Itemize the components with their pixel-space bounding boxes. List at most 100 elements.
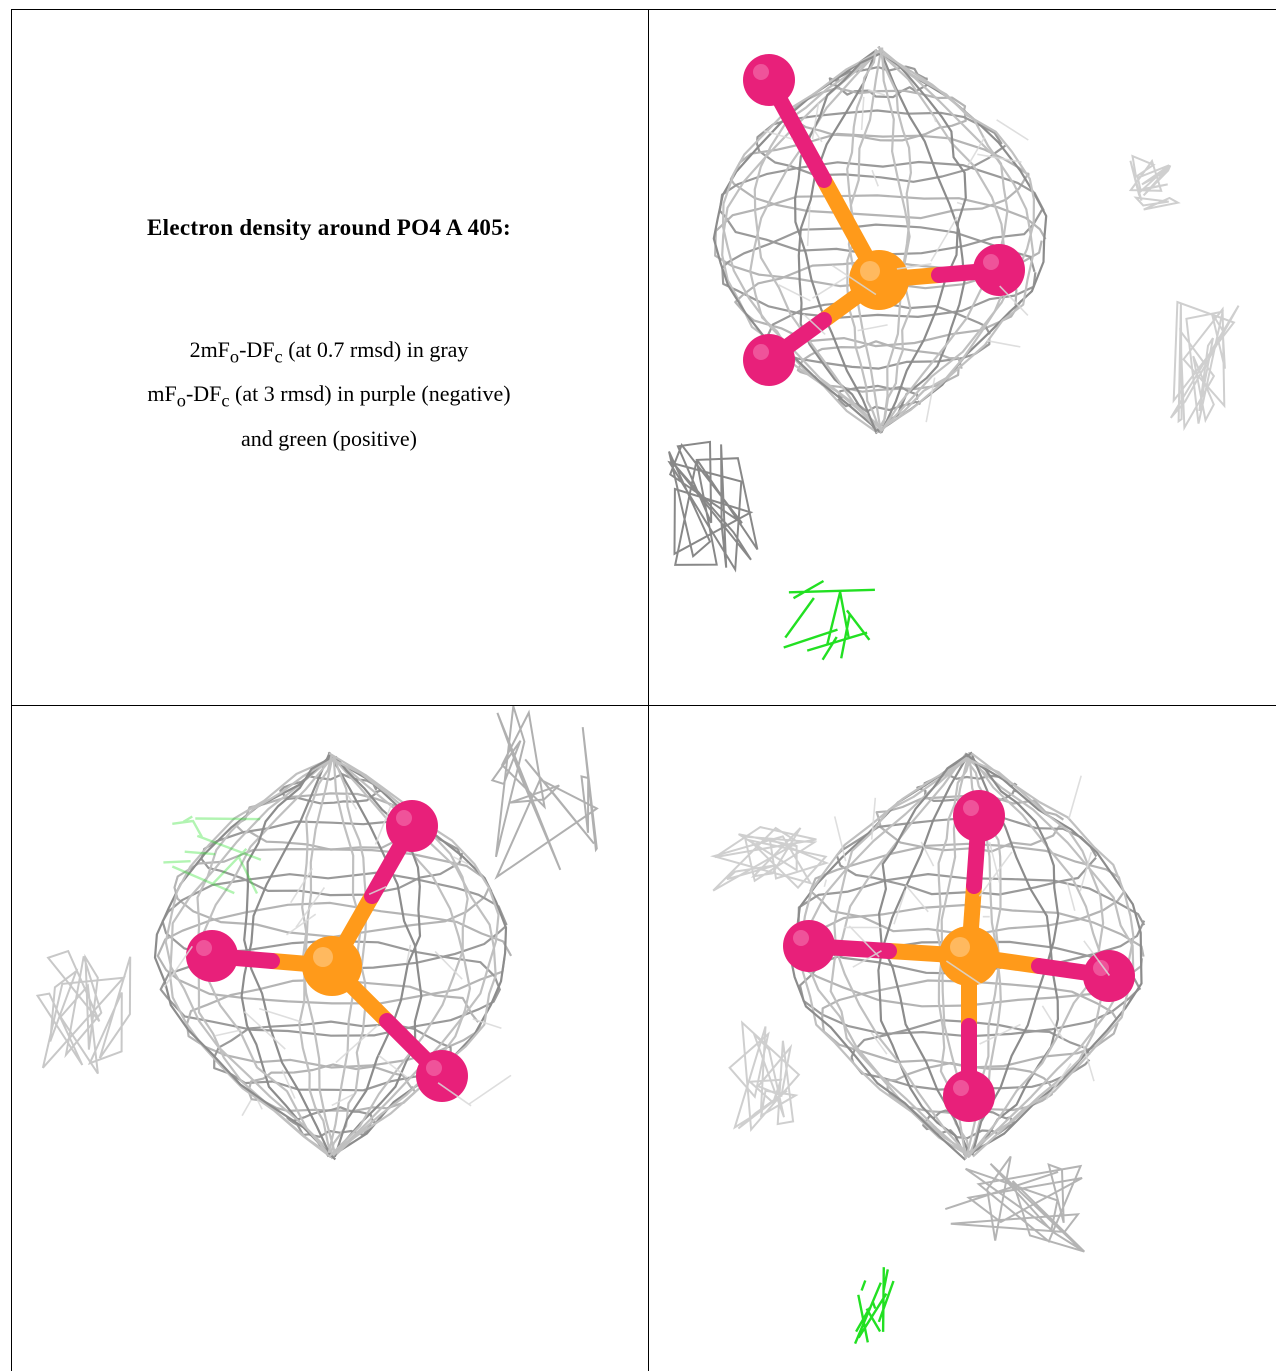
mesh-arc: [243, 756, 333, 1156]
oxygen-atom: [386, 800, 438, 852]
positive-difference-density: [783, 579, 875, 661]
phosphorus-highlight: [313, 947, 333, 967]
mesh-fragment: [35, 949, 132, 1075]
mesh-arc: [301, 754, 337, 1156]
front-mesh-edges: [823, 775, 1111, 1100]
mesh-arc: [876, 50, 1035, 432]
positive-difference-density: [163, 815, 262, 895]
oxygen-highlight: [396, 810, 412, 826]
oxygen-highlight: [963, 800, 979, 816]
mesh-fragment: [667, 440, 759, 573]
caption-title: Electron density around PO4 A 405:: [147, 215, 511, 240]
fragment-edges: [35, 949, 132, 1075]
mesh-arc: [240, 751, 331, 1158]
mesh-ring: [922, 1109, 1016, 1140]
mesh-arc: [879, 48, 912, 431]
density-render-bottom-left: [35, 706, 599, 1161]
density-mesh-front: [823, 775, 1111, 1100]
po4-molecule: [783, 790, 1135, 1122]
mesh-ring: [247, 1063, 417, 1112]
grid-middle-horizontal: [11, 705, 1276, 706]
mesh-ring: [156, 901, 513, 1005]
density-view-bottom-left: [12, 706, 648, 1371]
fragment-edges: [728, 1020, 801, 1132]
mesh-arc: [969, 751, 1059, 1155]
mesh-ring: [173, 848, 493, 938]
positive-mesh-edges: [163, 815, 262, 895]
positive-mesh-edges: [853, 1267, 895, 1345]
mesh-fragment: [490, 706, 599, 880]
mesh-arc: [164, 757, 336, 1157]
oxygen-atom: [186, 930, 238, 982]
density-view-top-right: [649, 10, 1276, 705]
oxygen-atom: [943, 1070, 995, 1122]
mesh-arc: [878, 753, 970, 1153]
oxygen-atom: [973, 244, 1025, 296]
mesh-arc: [877, 46, 966, 429]
mesh-fragment: [1169, 300, 1240, 432]
phosphorus-highlight: [860, 261, 880, 281]
mesh-ring: [714, 194, 1047, 290]
density-mesh-front: [163, 793, 512, 1117]
density-render-bottom-right: [710, 751, 1146, 1345]
oxygen-atom: [416, 1050, 468, 1102]
grid-middle-vertical: [648, 9, 649, 1371]
mesh-arc: [880, 52, 967, 434]
phosphorus-atom: [849, 250, 909, 310]
front-mesh-edges: [763, 89, 1029, 423]
mesh-arc: [327, 751, 423, 1159]
oxygen-atom: [1083, 950, 1135, 1002]
positive-difference-density: [853, 1267, 895, 1345]
mesh-arc: [833, 756, 971, 1158]
oxygen-highlight: [983, 254, 999, 270]
oxygen-highlight: [426, 1060, 442, 1076]
po4-molecule: [186, 800, 468, 1102]
oxygen-atom: [953, 790, 1005, 842]
fragment-edges: [1128, 154, 1181, 211]
fragment-edges: [1169, 300, 1240, 432]
mesh-arc: [794, 52, 881, 433]
mesh-ring: [755, 109, 1007, 183]
oxygen-highlight: [793, 930, 809, 946]
oxygen-atom: [743, 334, 795, 386]
density-view-bottom-right: [649, 706, 1276, 1371]
oxygen-highlight: [753, 344, 769, 360]
front-mesh-edges: [163, 793, 512, 1117]
mesh-arc: [753, 50, 881, 428]
fragment-edges: [944, 1155, 1086, 1253]
fragment-edges: [490, 706, 599, 880]
grid-top: [11, 9, 1276, 10]
mesh-ring: [798, 940, 1142, 1038]
mesh-arc: [877, 45, 1035, 433]
mesh-arc: [721, 52, 878, 430]
phosphorus-highlight: [950, 937, 970, 957]
caption-line-fofc: mFo-DFc (at 3 rmsd) in purple (negative): [147, 381, 511, 411]
mesh-arc: [846, 49, 883, 434]
po4-molecule: [743, 54, 1025, 386]
mesh-arc: [969, 752, 1135, 1154]
mesh-arc: [964, 752, 1060, 1156]
oxygen-atom: [743, 54, 795, 106]
caption-line-2fofc: 2mFo-DFc (at 0.7 rmsd) in gray: [189, 337, 469, 367]
mesh-fragment: [710, 826, 830, 892]
oxygen-highlight: [753, 64, 769, 80]
positive-mesh-edges: [783, 579, 875, 661]
density-mesh-front: [763, 89, 1029, 423]
caption-description: 2mFo-DFc (at 0.7 rmsd) in gray mFo-DFc (…: [12, 331, 646, 458]
density-mesh-2fofc: [712, 45, 1048, 435]
mesh-arc: [153, 753, 337, 1161]
fragment-edges: [667, 440, 759, 573]
density-render-top-right: [667, 45, 1240, 661]
oxygen-highlight: [1093, 960, 1109, 976]
mesh-arc: [965, 757, 1105, 1159]
caption-cell: Electron density around PO4 A 405: 2mFo-…: [12, 9, 646, 705]
mesh-arc: [333, 755, 422, 1158]
oxygen-highlight: [196, 940, 212, 956]
mesh-arc: [298, 756, 334, 1160]
mesh-arc: [877, 754, 970, 1158]
mesh-arc: [880, 52, 1009, 432]
fragment-edges: [710, 826, 830, 892]
mesh-arc: [936, 754, 973, 1160]
mesh-fragment: [1128, 154, 1181, 211]
mesh-fragment: [728, 1020, 801, 1132]
